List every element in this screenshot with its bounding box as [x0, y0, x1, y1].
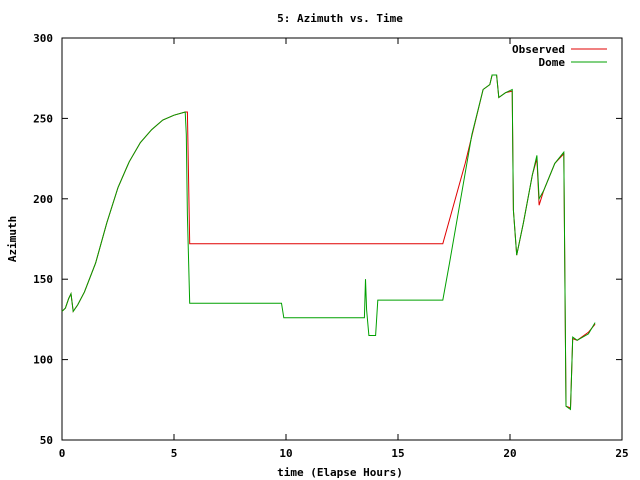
x-tick-label: 25 [615, 447, 628, 460]
y-tick-label: 100 [33, 354, 53, 367]
y-tick-label: 300 [33, 32, 53, 45]
plot-frame [61, 37, 623, 441]
series-layer [61, 74, 596, 411]
legend-label-observed: Observed [512, 43, 565, 56]
series-line-dome [61, 74, 596, 411]
x-tick-label: 15 [391, 447, 404, 460]
chart-title: 5: Azimuth vs. Time [277, 12, 403, 25]
y-tick-label: 250 [33, 112, 53, 125]
y-tick-label: 50 [40, 434, 53, 447]
legend-label-dome: Dome [539, 56, 566, 69]
x-tick-label: 20 [503, 447, 516, 460]
x-tick-label: 10 [279, 447, 292, 460]
x-axis-label: time (Elapse Hours) [277, 466, 403, 479]
series-line-observed [61, 74, 596, 409]
x-tick-label: 5 [171, 447, 178, 460]
x-tick-label: 0 [59, 447, 66, 460]
y-axis-label: Azimuth [6, 216, 19, 262]
y-tick-label: 150 [33, 273, 53, 286]
axis-ticks: 0 5 10 15 20 25 50 100 150 200 250 300 [33, 32, 629, 460]
y-tick-label: 200 [33, 193, 53, 206]
